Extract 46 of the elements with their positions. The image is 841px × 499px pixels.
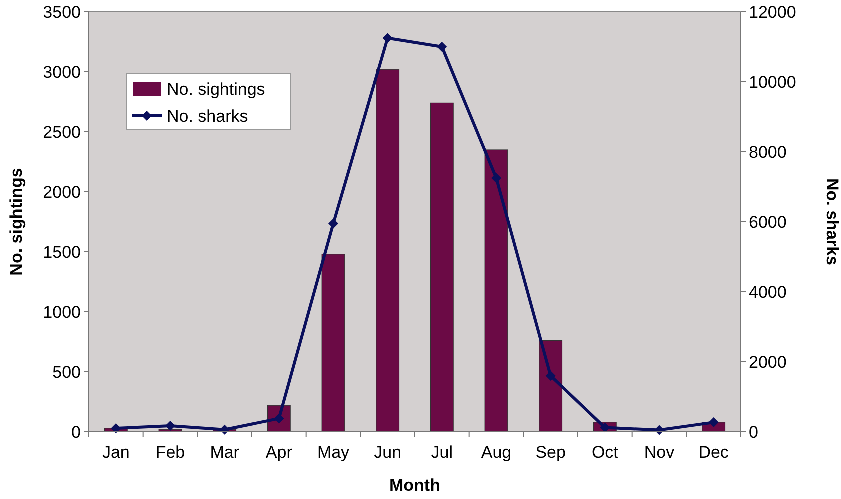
point [328, 218, 338, 229]
y-tick-label: 2500 [43, 122, 81, 142]
x-tick-label: Feb [156, 443, 186, 462]
x-tick-label: Dec [698, 443, 730, 462]
y-tick-label: 3000 [43, 62, 81, 82]
y-tick-label: 1000 [43, 302, 81, 322]
x-tick-label: Jul [431, 443, 454, 462]
bar [484, 150, 508, 432]
bar [539, 340, 563, 432]
x-tick-label: May [317, 443, 350, 462]
x-tick-label: Sep [536, 443, 566, 462]
y-tick-label: 2000 [43, 182, 81, 202]
x-tick-label: Jun [374, 443, 402, 462]
y-tick-label: 3500 [43, 2, 81, 22]
x-tick-label: Mar [210, 443, 240, 462]
bar [376, 69, 400, 432]
point [708, 418, 719, 428]
point [437, 42, 448, 52]
point [382, 33, 393, 44]
y-tick-label: 0 [72, 422, 81, 442]
legend-label: No. sharks [167, 106, 248, 126]
point [492, 173, 502, 184]
point [111, 424, 122, 434]
y2-tick-label: 10000 [749, 72, 796, 92]
legend-label: No. sightings [167, 80, 266, 99]
x-tick-label: Nov [644, 443, 676, 462]
bar [322, 254, 346, 432]
x-tick-label: Apr [266, 443, 293, 462]
y2-tick-label: 4000 [749, 282, 787, 302]
y2-tick-label: 12000 [749, 2, 796, 22]
y-tick-label: 1500 [43, 242, 81, 262]
y-tick-label: 500 [52, 362, 81, 382]
bar [430, 102, 454, 432]
x-tick-label: Jan [102, 443, 130, 462]
point [600, 422, 610, 433]
y2-axis-title: No. sharks [823, 178, 841, 266]
y2-tick-label: 8000 [749, 142, 787, 162]
y2-tick-label: 2000 [749, 352, 787, 372]
x-tick-label: Oct [592, 443, 619, 462]
y2-tick-label: 0 [749, 422, 758, 442]
y-axis-title: No. sightings [7, 168, 26, 276]
x-tick-label: Aug [481, 443, 512, 462]
point [546, 371, 556, 381]
point [166, 421, 176, 432]
x-axis-title: Month [390, 476, 440, 495]
y2-tick-label: 6000 [749, 212, 787, 232]
